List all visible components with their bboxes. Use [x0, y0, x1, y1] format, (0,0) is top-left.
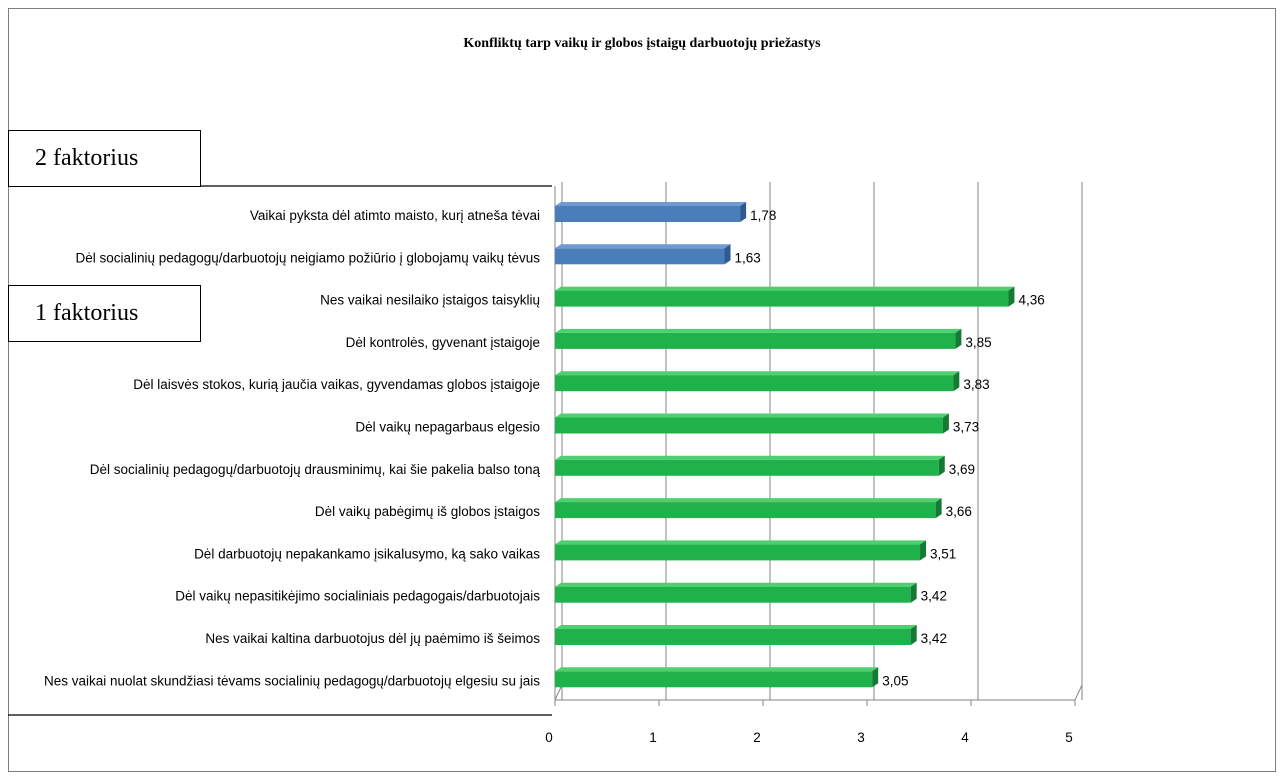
bar-top	[555, 413, 949, 418]
x-axis-ticks: 0 1 2 3 4 5	[545, 700, 1076, 745]
bar-side	[942, 413, 949, 434]
category-label: Nes vaikai kaltina darbuotojus dėl jų pa…	[205, 631, 540, 646]
bar-side	[935, 498, 942, 519]
bar-front	[555, 248, 725, 265]
bar-front	[555, 375, 954, 392]
bar	[555, 202, 747, 222]
bar-side	[1008, 286, 1015, 307]
data-label: 4,36	[1018, 293, 1044, 308]
bar-front	[555, 671, 873, 688]
data-label: 3,69	[949, 462, 975, 477]
bar-front	[555, 206, 741, 222]
bar-top	[555, 328, 962, 333]
bar-side	[920, 540, 927, 561]
chart-frame	[8, 8, 1276, 772]
bar-side	[724, 244, 731, 265]
category-label: Dėl laisvės stokos, kurią jaučia vaikas,…	[133, 377, 540, 392]
data-label: 1,63	[735, 250, 761, 265]
category-label: Vaikai pyksta dėl atimto maisto, kurį at…	[250, 208, 540, 223]
bar-side	[955, 328, 962, 349]
bar-top	[555, 202, 747, 206]
bar-side	[938, 455, 945, 476]
axis-depth	[554, 684, 563, 701]
factor-1-label: 1 faktorius	[8, 285, 201, 342]
data-label: 3,05	[882, 673, 908, 688]
bar-side	[953, 371, 960, 392]
data-label: 3,85	[965, 335, 991, 350]
bar-side	[740, 202, 747, 222]
bar-top	[555, 582, 917, 587]
x-tick-label: 1	[649, 730, 657, 745]
bar	[555, 413, 949, 434]
bar-front	[555, 502, 936, 519]
data-label: 3,66	[946, 504, 972, 519]
category-label: Nes vaikai nuolat skundžiasi tėvams soci…	[44, 673, 540, 688]
data-label: 3,42	[921, 631, 947, 646]
data-label: 3,83	[963, 377, 989, 392]
bar-front	[555, 417, 943, 434]
bar	[555, 286, 1015, 307]
chart-title: Konfliktų tarp vaikų ir globos įstaigų d…	[463, 36, 821, 51]
bar-top	[555, 540, 927, 545]
category-label: Dėl vaikų pabėgimų iš globos įstaigos	[315, 504, 540, 519]
category-label: Dėl socialinių pedagogų/darbuotojų neigi…	[75, 250, 540, 265]
bar	[555, 244, 731, 265]
category-label: Nes vaikai nesilaiko įstaigos taisyklių	[320, 293, 540, 308]
bar-top	[555, 455, 945, 460]
data-label: 1,78	[750, 208, 776, 223]
category-label: Dėl kontrolės, gyvenant įstaigoje	[346, 335, 540, 350]
bar-top	[555, 625, 917, 629]
bar	[555, 625, 917, 645]
bar-front	[555, 544, 921, 561]
bar-top	[555, 498, 942, 503]
x-tick-label: 4	[961, 730, 969, 745]
factor-2-label: 2 faktorius	[8, 130, 201, 187]
bar-top	[555, 371, 960, 376]
data-label: 3,42	[921, 589, 947, 604]
bar-front	[555, 459, 939, 476]
data-label: 3,51	[930, 546, 956, 561]
category-label: Dėl vaikų nepasitikėjimo socialiniais pe…	[175, 589, 540, 604]
bar	[555, 582, 917, 603]
bar	[555, 667, 879, 688]
x-tick-label: 0	[545, 730, 553, 745]
bar-front	[555, 290, 1009, 307]
data-label: 3,73	[953, 420, 979, 435]
category-label: Dėl socialinių pedagogų/darbuotojų draus…	[90, 462, 541, 477]
x-tick-label: 2	[753, 730, 761, 745]
bar-front	[555, 586, 911, 603]
category-label: Dėl vaikų nepagarbaus elgesio	[355, 420, 540, 435]
bar-top	[555, 286, 1015, 291]
bar	[555, 328, 962, 349]
bar	[555, 455, 945, 476]
bar-front	[555, 332, 956, 349]
bar-side	[910, 625, 917, 645]
bar	[555, 540, 927, 561]
category-labels: 1,78 Vaikai pyksta dėl atimto maisto, kur…	[44, 208, 1045, 688]
bar-front	[555, 629, 911, 645]
bar-top	[555, 667, 879, 672]
bar-top	[555, 244, 731, 249]
bar	[555, 498, 942, 519]
x-tick-label: 3	[857, 730, 865, 745]
bar-side	[872, 667, 879, 688]
bar-layer	[555, 202, 1015, 688]
x-tick-label: 5	[1065, 730, 1073, 745]
category-label: Dėl darbuotojų nepakankamo įsikalusymo, …	[194, 546, 540, 561]
bar	[555, 371, 960, 392]
bar-side	[910, 582, 917, 603]
